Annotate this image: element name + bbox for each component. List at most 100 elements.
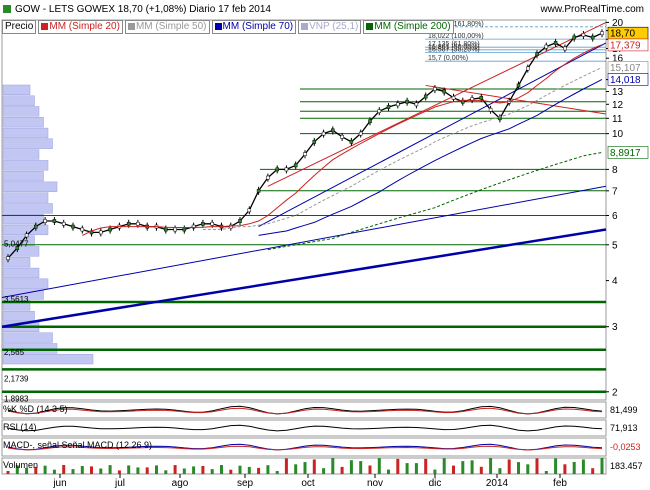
y-tick-label: 6: [612, 211, 618, 222]
volume-bar: [220, 465, 223, 474]
x-tick-label: dic: [429, 478, 442, 489]
volume-profile-bar: [2, 117, 44, 128]
series-line: [202, 67, 603, 230]
right-value-box: [607, 146, 649, 159]
volume-bar: [452, 465, 455, 474]
y-tick-label: 11: [612, 114, 623, 125]
candle: [516, 83, 521, 88]
volume-profile-bar: [2, 181, 58, 192]
volume-bar: [517, 462, 520, 474]
rsi-line: [7, 424, 603, 432]
site-label: www.ProRealTime.com: [540, 4, 644, 15]
series-line: [82, 44, 603, 236]
macd-panel: [1, 437, 607, 457]
volume-bar: [192, 466, 196, 474]
fib-label: 16,861 (50,00%): [428, 44, 480, 51]
plot-area: [1, 19, 607, 401]
y-tick-label: 12: [612, 100, 624, 111]
volume-bar: [331, 458, 335, 474]
title-icon: [3, 5, 11, 14]
trendline-lower: [258, 42, 607, 228]
legend-item: MM (Simple 200): [363, 20, 454, 34]
volume-bar: [442, 458, 446, 474]
left-labels: 5,0477 3,5613 2,565 2,1739 1,8983: [4, 239, 29, 403]
volume-profile-bar: [2, 170, 44, 182]
volume-profile-bar: [2, 192, 49, 203]
volume-bar: [489, 458, 493, 474]
candle: [368, 119, 372, 124]
volume-bar: [507, 459, 511, 474]
left-level-label: 1,8983: [4, 394, 29, 403]
right-value-box: [607, 73, 649, 86]
candle: [423, 94, 428, 99]
candle: [377, 109, 382, 114]
legend-swatch: [127, 22, 135, 30]
volume-bar: [470, 460, 474, 474]
volume-bar: [90, 466, 93, 474]
candle: [191, 224, 196, 229]
candle: [24, 233, 29, 238]
rsi-value: 71,913: [610, 423, 638, 433]
macd-line: [7, 443, 603, 451]
volume-profile-bar: [2, 160, 49, 171]
volume-bar: [164, 470, 168, 474]
volume-profile-bar: [2, 343, 58, 354]
volume-bar: [257, 467, 261, 474]
volume-bar: [155, 465, 158, 474]
legend-item: MM (Simple 70): [211, 20, 297, 34]
volume-profile-bar: [2, 332, 53, 343]
x-tick-label: sep: [237, 478, 254, 489]
legend-swatch: [214, 22, 222, 30]
volume-bar: [572, 462, 576, 474]
candle: [293, 163, 298, 168]
legend-label: MM (Simple 200): [374, 21, 451, 32]
stoch-value: 81,499: [610, 405, 638, 415]
volume-value: 183.457: [610, 461, 643, 471]
volume-bar: [201, 466, 205, 474]
support-resistance-lines: [2, 88, 606, 394]
volume-profile-bar: [2, 267, 40, 279]
volume-bar: [275, 471, 279, 474]
volume-profile-bar: [2, 224, 49, 236]
volume-bar: [396, 458, 400, 474]
volume-bar: [80, 466, 84, 474]
macd-label: MACD-, señal Señal MACD (12 26 9): [3, 440, 153, 450]
volume-bar: [303, 462, 307, 474]
volume-profile-bar: [2, 127, 49, 139]
right-value-label: 14,018: [610, 75, 641, 86]
left-level-label: 3,5613: [4, 295, 29, 304]
volume-profile-bar: [2, 203, 53, 214]
series-line: [258, 78, 603, 236]
candle: [488, 107, 493, 112]
volume-bar: [210, 469, 214, 474]
volume-bar: [25, 467, 29, 474]
candle: [15, 246, 20, 250]
volume-profile-bar: [2, 95, 35, 106]
legend-label: MM (Simple 50): [135, 21, 207, 32]
volume-profile-bar: [2, 84, 31, 96]
left-level-label: 2,1739: [4, 374, 29, 383]
x-tick-label: 2014: [486, 478, 509, 489]
volume-bar: [349, 460, 353, 474]
candle: [34, 224, 38, 229]
volume-bar: [581, 459, 585, 474]
candle: [284, 167, 289, 172]
candle: [358, 131, 363, 136]
volume-bar: [145, 467, 149, 474]
fib-label: 18,022 (100,00%): [428, 33, 484, 40]
left-level-label: 2,565: [4, 348, 25, 357]
volume-profile-bar: [2, 278, 49, 289]
fib-label: 16,587 (38,20%): [428, 46, 480, 53]
volume-bar: [284, 458, 288, 474]
volume-bar: [108, 465, 112, 474]
indicator-lines: [6, 405, 604, 474]
candle: [275, 167, 279, 172]
legend-item: Precio: [2, 20, 37, 34]
x-axis: jun jul ago sep oct nov dic 2014 feb: [52, 474, 567, 489]
volume-bar: [99, 468, 103, 474]
candle: [136, 221, 140, 226]
volume-bar: [136, 467, 140, 474]
candle: [303, 152, 307, 156]
